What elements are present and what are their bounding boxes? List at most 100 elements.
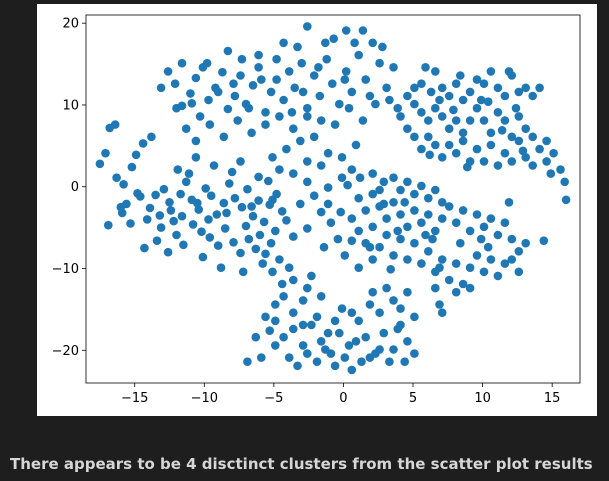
data-point (289, 124, 298, 133)
data-point (431, 283, 440, 293)
data-point (303, 22, 312, 31)
data-point (258, 259, 267, 268)
data-point (347, 87, 357, 97)
data-point (451, 218, 461, 227)
data-point (254, 50, 263, 60)
data-point (368, 189, 378, 199)
data-point (472, 144, 482, 154)
data-point (261, 108, 270, 117)
data-point (227, 167, 237, 177)
data-point (435, 95, 444, 105)
data-point (326, 218, 336, 227)
data-point (410, 206, 419, 215)
data-point (241, 221, 251, 231)
data-point (437, 308, 447, 318)
data-point (365, 242, 375, 252)
data-point (213, 241, 223, 250)
data-point (444, 124, 454, 133)
data-point (335, 99, 344, 109)
data-point (486, 214, 496, 223)
data-point (417, 79, 426, 88)
data-point (336, 207, 346, 217)
data-point (507, 234, 517, 244)
data-point (351, 337, 361, 346)
data-point (268, 153, 277, 162)
x-tick-label: 0 (339, 391, 347, 406)
data-point (303, 283, 312, 293)
data-point (257, 75, 266, 84)
data-point (277, 279, 287, 289)
data-point (378, 42, 387, 52)
data-point (396, 234, 405, 244)
data-point (368, 287, 378, 297)
data-point (437, 112, 447, 121)
data-point (165, 198, 174, 207)
data-point (424, 247, 433, 256)
data-point (296, 199, 305, 209)
data-point (375, 345, 384, 354)
data-point (382, 83, 391, 93)
data-point (271, 341, 280, 350)
data-point (279, 38, 288, 48)
data-point (451, 287, 461, 297)
data-point (329, 34, 339, 43)
data-point (444, 140, 454, 150)
data-point (521, 83, 530, 93)
data-point (220, 224, 230, 233)
data-point (323, 148, 333, 158)
data-point (417, 108, 426, 117)
data-point (456, 71, 465, 80)
data-point (243, 357, 252, 367)
data-point (95, 159, 105, 169)
data-point (393, 103, 403, 113)
data-point (361, 75, 371, 84)
data-point (191, 153, 201, 162)
data-point (204, 95, 213, 105)
y-tick-label: 10 (62, 98, 79, 113)
data-point (385, 95, 394, 105)
data-point (254, 196, 263, 205)
data-point (279, 95, 288, 105)
data-point (389, 251, 398, 260)
data-point (277, 207, 287, 216)
axes-frame (85, 14, 581, 384)
data-point (379, 199, 389, 209)
data-point (197, 227, 206, 236)
data-point (257, 353, 266, 362)
data-point (410, 83, 419, 93)
data-points (95, 22, 571, 375)
data-point (472, 210, 482, 219)
data-point (507, 157, 517, 166)
data-point (511, 103, 521, 113)
data-point (437, 153, 447, 162)
data-point (279, 332, 288, 342)
data-point (458, 279, 468, 289)
data-point (138, 139, 148, 148)
data-point (169, 216, 178, 226)
data-point (340, 251, 350, 260)
data-point (425, 150, 435, 160)
data-point (403, 91, 412, 101)
data-point (472, 103, 482, 113)
data-point (357, 357, 366, 367)
data-point (254, 63, 263, 72)
data-point (328, 79, 337, 88)
data-point (396, 210, 405, 219)
data-point (343, 180, 352, 190)
data-point (254, 172, 263, 182)
data-point (330, 361, 340, 371)
data-point (272, 75, 281, 84)
data-point (303, 112, 312, 121)
data-point (323, 199, 333, 209)
data-point (156, 83, 166, 93)
data-point (417, 259, 426, 268)
data-point (219, 198, 229, 208)
data-point (337, 173, 347, 182)
data-point (518, 146, 528, 156)
data-point (303, 224, 312, 233)
data-point (368, 38, 378, 48)
data-point (205, 120, 215, 129)
data-point (403, 255, 412, 264)
data-point (322, 54, 332, 64)
data-point (396, 185, 405, 195)
